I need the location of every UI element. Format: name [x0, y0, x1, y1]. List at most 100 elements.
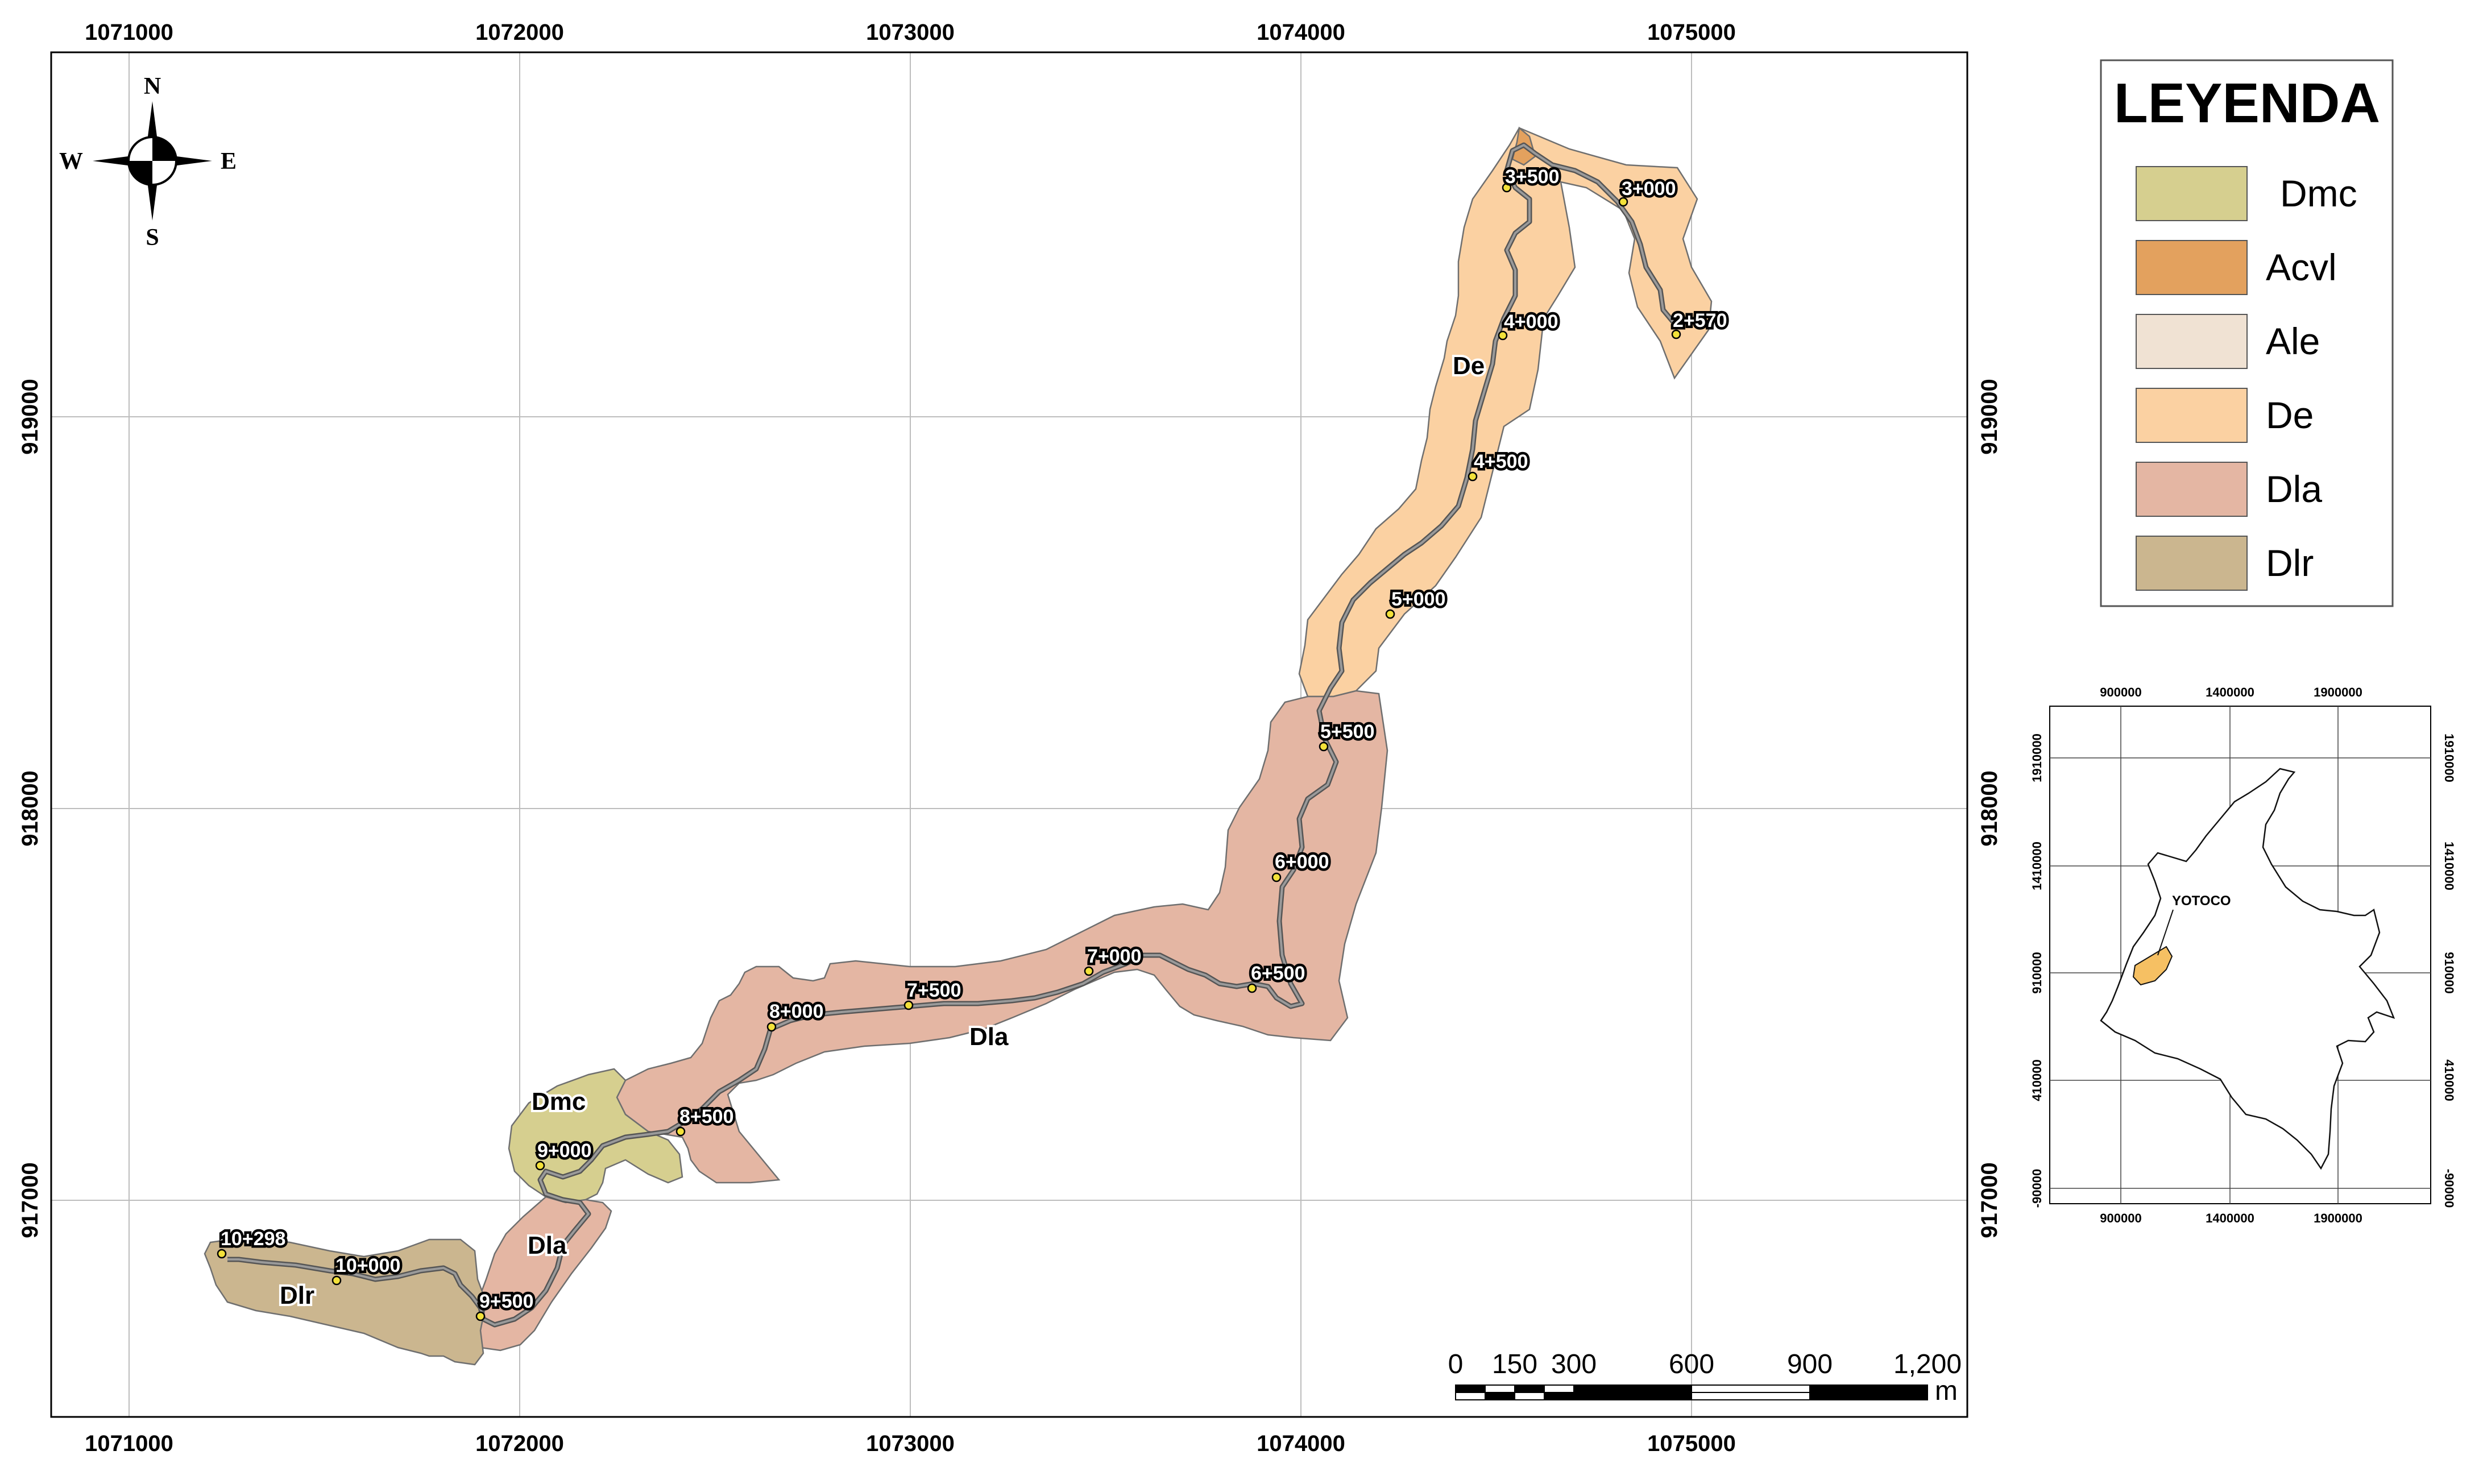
- station-marker[interactable]: 9+000: [535, 1138, 594, 1171]
- zone-dmc: [508, 1068, 683, 1204]
- stations: 3+500 3+000 4+000 2+570 4+500 5+000 5+50…: [217, 164, 1730, 1321]
- scale-unit: m: [1935, 1376, 1958, 1406]
- station-marker[interactable]: 2+570: [1670, 308, 1730, 339]
- legend-item-dlr: Dlr: [2136, 536, 2314, 591]
- legend-swatch: [2136, 314, 2248, 369]
- station-marker[interactable]: 6+000: [1271, 849, 1332, 882]
- inset-x-label: 1400000: [2206, 1211, 2254, 1225]
- inset-y-label: 1410000: [2442, 842, 2456, 890]
- inset-x-label: 900000: [2100, 1211, 2141, 1225]
- station-label: 6+500: [1251, 963, 1305, 984]
- grid-y-label: 919000: [18, 379, 43, 454]
- station-label: 10+000: [335, 1255, 400, 1276]
- grid-x-label: 1074000: [1257, 20, 1345, 45]
- grid-lines: [51, 52, 1967, 1417]
- grid-x-labels-bottom: 1071000 1072000 1073000 1074000 1075000: [85, 1431, 1736, 1456]
- legend-item-de: De: [2136, 388, 2314, 443]
- station-marker[interactable]: 8+000: [767, 998, 826, 1032]
- grid-x-label: 1073000: [866, 20, 955, 45]
- station-marker[interactable]: 3+500: [1502, 164, 1562, 193]
- grid-x-label: 1071000: [85, 1431, 173, 1456]
- zone-labels: De Dla Dmc Dla Dlr: [277, 350, 1487, 1312]
- grid-y-label: 918000: [18, 770, 43, 846]
- yotoco-area: [2132, 946, 2173, 986]
- station-marker[interactable]: 10+000: [331, 1253, 403, 1286]
- legend-item-dla: Dla: [2136, 462, 2322, 517]
- scale-bar: 0 150 300 600 900 1,200 m: [1448, 1349, 1962, 1406]
- inset-x-label: 1400000: [2206, 685, 2254, 699]
- legend-swatch: [2136, 166, 2248, 221]
- station-marker[interactable]: 5+000: [1385, 586, 1448, 619]
- station-label: 3+500: [1505, 166, 1560, 188]
- station-marker[interactable]: 9+500: [475, 1288, 536, 1321]
- legend-swatch: [2136, 462, 2248, 517]
- station-label: 2+570: [1673, 310, 1727, 331]
- compass-east: E: [221, 148, 237, 175]
- road-centerline: [227, 142, 1680, 1328]
- station-marker[interactable]: 3+000: [1618, 176, 1678, 207]
- grid-x-label: 1075000: [1647, 1431, 1736, 1456]
- legend-item-dmc: Dmc: [2136, 166, 2357, 221]
- legend-label: Dlr: [2266, 542, 2314, 584]
- legend-label: De: [2266, 394, 2314, 436]
- station-marker[interactable]: 10+298: [217, 1226, 288, 1259]
- scale-tick-label: 300: [1551, 1349, 1597, 1379]
- scale-tick-label: 1,200: [1893, 1349, 1962, 1379]
- inset-y-label: -90000: [2030, 1169, 2044, 1208]
- scale-tick-label: 150: [1492, 1349, 1537, 1379]
- station-marker[interactable]: 4+500: [1468, 449, 1531, 482]
- inset-y-label: -90000: [2442, 1169, 2456, 1208]
- compass-north: N: [144, 73, 161, 100]
- station-marker[interactable]: 5+500: [1318, 719, 1377, 752]
- grid-y-label: 917000: [1977, 1162, 2002, 1238]
- grid-y-labels-left: 919000 918000 917000: [18, 379, 43, 1238]
- grid-y-label: 919000: [1977, 379, 2002, 454]
- grid-x-label: 1075000: [1647, 20, 1736, 45]
- grid-y-label: 917000: [18, 1162, 43, 1238]
- grid-x-labels-top: 1071000 1072000 1073000 1074000 1075000: [85, 20, 1736, 45]
- zone-dla-south: [465, 1196, 612, 1352]
- station-label: 9+000: [537, 1140, 592, 1162]
- legend-label: Dmc: [2280, 172, 2357, 214]
- inset-x-label: 900000: [2100, 685, 2141, 699]
- compass-south: S: [146, 225, 159, 251]
- legend-swatch: [2136, 388, 2248, 443]
- zone-label-dmc: Dmc: [532, 1088, 586, 1116]
- inset-y-label: 1410000: [2030, 842, 2044, 890]
- station-label: 10+298: [221, 1228, 285, 1250]
- yotoco-label: YOTOCO: [2172, 893, 2231, 909]
- scale-tick-label: 600: [1669, 1349, 1714, 1379]
- compass-west: W: [59, 148, 83, 175]
- station-marker[interactable]: 7+500: [903, 977, 964, 1010]
- inset-x-label: 1900000: [2314, 685, 2362, 699]
- station-label: 6+000: [1275, 851, 1329, 873]
- grid-x-label: 1073000: [866, 1431, 955, 1456]
- compass-rose-icon: N S E W: [59, 73, 237, 251]
- inset-y-label: 410000: [2442, 1059, 2456, 1101]
- country-outline: [2100, 768, 2395, 1170]
- legend-swatch: [2136, 240, 2248, 295]
- station-marker[interactable]: 8+500: [675, 1104, 736, 1137]
- zone-label-dla-south: Dla: [528, 1232, 567, 1259]
- zone-label-dla: Dla: [969, 1023, 1009, 1051]
- station-marker[interactable]: 4+000: [1498, 309, 1561, 341]
- station-label: 5+000: [1391, 588, 1446, 610]
- legend: LEYENDA Dmc Acvl Ale De Dla Dlr: [2100, 59, 2394, 607]
- station-marker[interactable]: 7+000: [1084, 943, 1144, 976]
- legend-title: LEYENDA: [2114, 72, 2380, 134]
- inset-map: YOTOCO 900000 1400000 1900000 900000 140…: [2030, 685, 2456, 1225]
- grid-y-label: 918000: [1977, 770, 2002, 846]
- legend-label: Acvl: [2266, 246, 2337, 288]
- inset-x-label: 1900000: [2314, 1211, 2362, 1225]
- inset-y-label: 1910000: [2030, 733, 2044, 782]
- zone-dlr: [204, 1236, 487, 1366]
- inset-y-label: 410000: [2030, 1059, 2044, 1101]
- station-marker[interactable]: 6+500: [1247, 960, 1308, 993]
- yotoco-leader: [2157, 909, 2174, 956]
- zone-label-de: De: [1453, 352, 1485, 380]
- scale-tick-label: 900: [1787, 1349, 1833, 1379]
- grid-x-label: 1071000: [85, 20, 173, 45]
- map-border: [50, 51, 1968, 1418]
- legend-label: Ale: [2266, 320, 2320, 362]
- legend-item-acvl: Acvl: [2136, 240, 2337, 295]
